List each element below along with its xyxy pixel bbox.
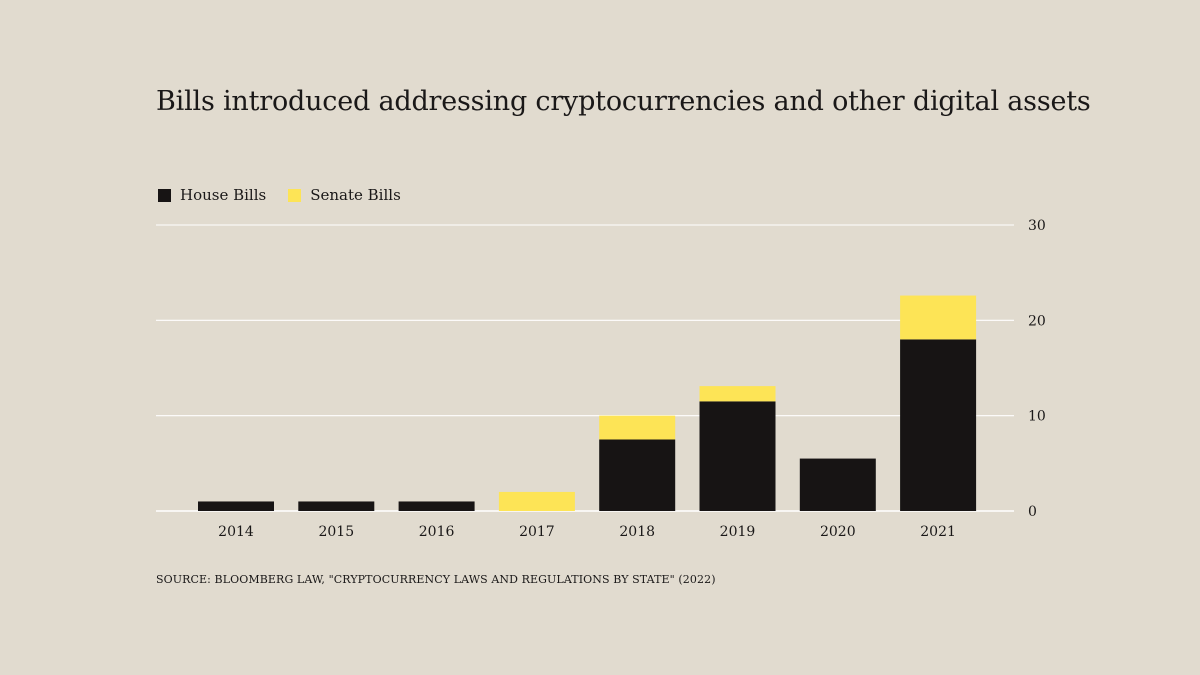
bar-house-bills-2014 <box>198 501 274 511</box>
x-tick-label-2016: 2016 <box>419 524 455 540</box>
y-tick-label-30: 30 <box>1028 218 1046 234</box>
x-tick-label-2015: 2015 <box>318 524 354 540</box>
legend-swatch-senate-bills <box>288 188 302 202</box>
legend: House Bills Senate Bills <box>158 186 423 204</box>
y-tick-label-20: 20 <box>1028 313 1046 329</box>
x-tick-label-2017: 2017 <box>519 524 555 540</box>
x-tick-label-2020: 2020 <box>820 524 856 540</box>
bar-senate-bills-2018 <box>599 415 676 440</box>
legend-label-senate-bills: Senate Bills <box>310 186 401 204</box>
bar-house-bills-2019 <box>699 401 776 511</box>
x-tick-label-2021: 2021 <box>920 524 956 540</box>
bar-house-bills-2016 <box>398 501 475 511</box>
bar-senate-bills-2021 <box>900 295 977 340</box>
bar-house-bills-2020 <box>799 458 876 511</box>
legend-swatch-house-bills <box>158 188 171 202</box>
y-tick-label-0: 0 <box>1028 504 1037 520</box>
legend-label-house-bills: House Bills <box>180 186 267 204</box>
legend-item-house-bills: House Bills <box>158 186 266 204</box>
x-tick-label-2019: 2019 <box>720 524 756 540</box>
x-tick-label-2014: 2014 <box>218 524 254 540</box>
legend-item-senate-bills: Senate Bills <box>288 186 401 204</box>
x-tick-label-2018: 2018 <box>619 524 655 540</box>
bar-house-bills-2018 <box>599 439 676 511</box>
y-tick-label-10: 10 <box>1028 409 1046 425</box>
source-note: SOURCE: BLOOMBERG LAW, "CRYPTOCURRENCY L… <box>156 573 716 586</box>
bar-house-bills-2021 <box>900 339 977 511</box>
bar-senate-bills-2017 <box>498 491 575 511</box>
bar-house-bills-2015 <box>298 501 375 511</box>
bar-senate-bills-2019 <box>699 386 776 402</box>
chart-title: Bills introduced addressing cryptocurren… <box>156 86 1091 117</box>
